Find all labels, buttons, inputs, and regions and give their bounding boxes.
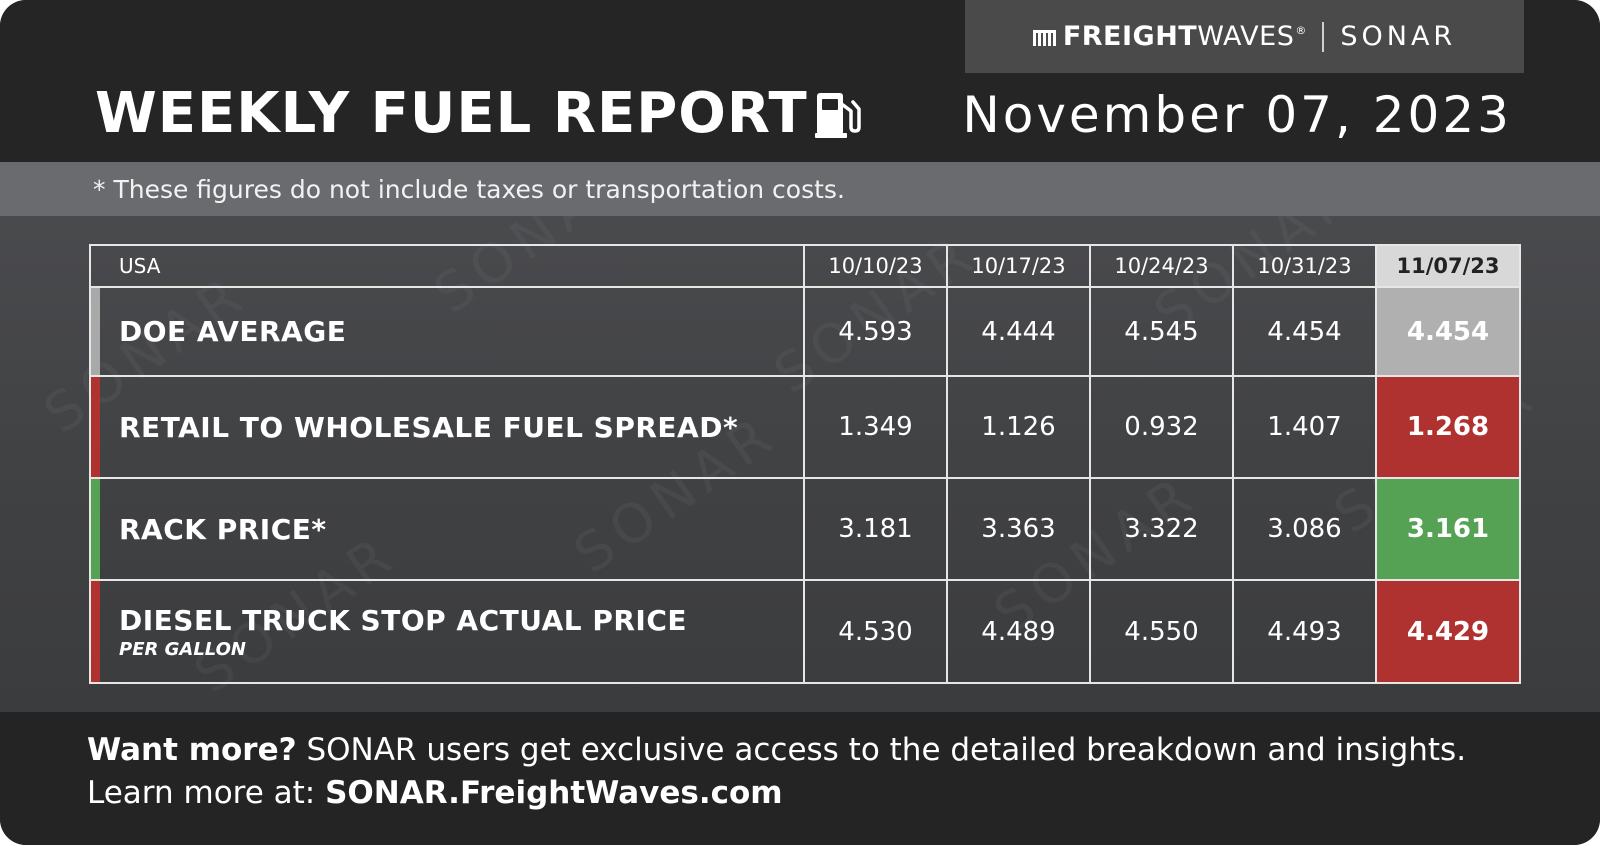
- row-label: RACK PRICE*: [119, 512, 327, 546]
- value-cell: 4.493: [1232, 579, 1377, 684]
- table-row-doe-average: DOE AVERAGE 4.593 4.444 4.545 4.454 4.45…: [89, 286, 1521, 377]
- footer-cta-bold: Want more?: [87, 732, 297, 768]
- fuel-price-table: USA 10/10/23 10/17/23 10/24/23 10/31/23 …: [89, 244, 1521, 684]
- disclaimer-note: * These figures do not include taxes or …: [93, 175, 845, 204]
- value-cell: 3.322: [1089, 477, 1234, 581]
- value-cell: 4.593: [803, 286, 948, 377]
- row-label: DOE AVERAGE: [119, 315, 347, 348]
- brand-freight: FREIGHT: [1062, 21, 1198, 52]
- value-cell: 0.932: [1089, 375, 1234, 479]
- row-accent-bar: [91, 288, 100, 375]
- date-header: 10/10/23: [803, 244, 948, 288]
- row-accent-bar: [91, 479, 100, 579]
- date-header: 10/24/23: [1089, 244, 1234, 288]
- brand-registered-mark: ®: [1295, 24, 1307, 37]
- row-label: RETAIL TO WHOLESALE FUEL SPREAD*: [119, 410, 739, 444]
- value-cell: 4.545: [1089, 286, 1234, 377]
- value-cell: 4.550: [1089, 579, 1234, 684]
- brand-sonar: SONAR: [1340, 21, 1457, 52]
- sonar-link[interactable]: SONAR.FreightWaves.com: [325, 775, 783, 811]
- value-cell: 3.181: [803, 477, 948, 581]
- row-label-cell: RACK PRICE*: [89, 477, 805, 581]
- report-date: November 07, 2023: [962, 86, 1512, 144]
- row-accent-bar: [91, 377, 100, 477]
- value-cell: 4.530: [803, 579, 948, 684]
- date-header: 10/31/23: [1232, 244, 1377, 288]
- report-title: WEEKLY FUEL REPORT: [95, 81, 808, 146]
- current-value-cell: 4.429: [1375, 579, 1521, 684]
- value-cell: 1.407: [1232, 375, 1377, 479]
- value-cell: 3.086: [1232, 477, 1377, 581]
- brand-divider: [1322, 21, 1325, 52]
- footer-line-2: Learn more at: SONAR.FreightWaves.com: [87, 773, 783, 813]
- region-header: USA: [89, 244, 805, 288]
- table-row-retail-spread: RETAIL TO WHOLESALE FUEL SPREAD* 1.349 1…: [89, 375, 1521, 479]
- value-cell: 1.349: [803, 375, 948, 479]
- row-sublabel: PER GALLON: [119, 638, 246, 660]
- value-cell: 1.126: [946, 375, 1091, 479]
- value-cell: 4.489: [946, 579, 1091, 684]
- current-value-cell: 4.454: [1375, 286, 1521, 377]
- table-header-row: USA 10/10/23 10/17/23 10/24/23 10/31/23 …: [89, 244, 1521, 288]
- footer-line-1: Want more? SONAR users get exclusive acc…: [87, 730, 1466, 770]
- row-label-cell: DOE AVERAGE: [89, 286, 805, 377]
- current-value-cell: 1.268: [1375, 375, 1521, 479]
- fuel-pump-icon: [815, 93, 861, 138]
- row-accent-bar: [91, 581, 100, 682]
- brand-waves: WAVES: [1197, 21, 1295, 52]
- row-label-cell: DIESEL TRUCK STOP ACTUAL PRICE PER GALLO…: [89, 579, 805, 684]
- table-row-diesel-truck-stop: DIESEL TRUCK STOP ACTUAL PRICE PER GALLO…: [89, 579, 1521, 684]
- value-cell: 4.444: [946, 286, 1091, 377]
- footer: Want more? SONAR users get exclusive acc…: [0, 712, 1600, 845]
- value-cell: 4.454: [1232, 286, 1377, 377]
- freightwaves-mark-icon: [1032, 29, 1056, 46]
- footer-cta-text: SONAR users get exclusive access to the …: [296, 732, 1467, 768]
- row-label-cell: RETAIL TO WHOLESALE FUEL SPREAD*: [89, 375, 805, 479]
- note-band: [0, 162, 1600, 216]
- value-cell: 3.363: [946, 477, 1091, 581]
- table-row-rack-price: RACK PRICE* 3.181 3.363 3.322 3.086 3.16…: [89, 477, 1521, 581]
- row-label: DIESEL TRUCK STOP ACTUAL PRICE: [119, 603, 688, 637]
- footer-learn-more-text: Learn more at:: [87, 775, 326, 811]
- current-value-cell: 3.161: [1375, 477, 1521, 581]
- date-header: 10/17/23: [946, 244, 1091, 288]
- brand-logo: FREIGHT WAVES ® SONAR: [965, 0, 1524, 73]
- current-date-header: 11/07/23: [1375, 244, 1521, 288]
